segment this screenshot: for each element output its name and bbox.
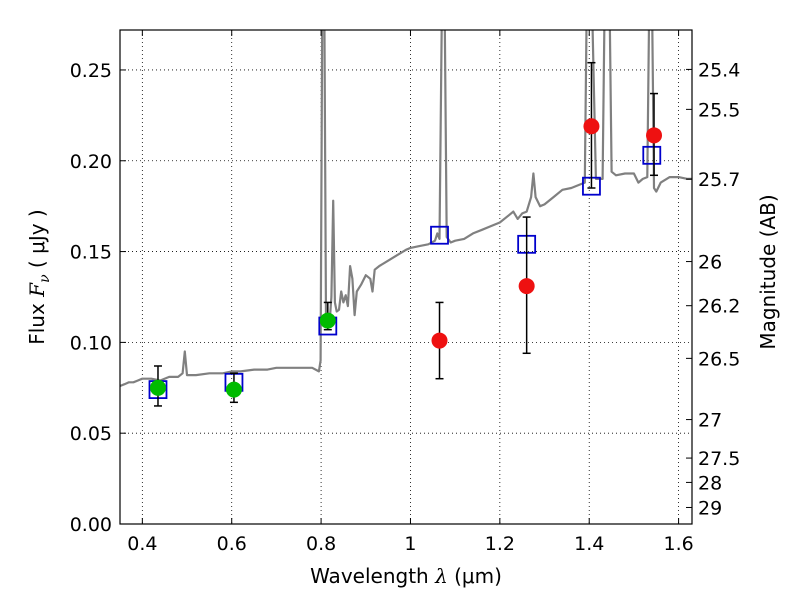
y-tick-label: 0.20 (70, 151, 112, 173)
y-tick-label: 0.15 (70, 242, 112, 264)
mag-tick-label: 26 (698, 252, 722, 274)
mag-tick-label: 27.5 (698, 448, 740, 470)
x-tick-labels: 0.4 0.6 0.8 1 1.2 1.4 1.6 (127, 533, 693, 555)
model-point-square (430, 225, 449, 245)
y-tick-label: 0.10 (70, 332, 112, 354)
mag-tick-label: 26.5 (698, 348, 740, 370)
model-point-square (642, 145, 662, 165)
y2-axis-label: Magnitude (AB) (756, 194, 780, 349)
y-tick-labels: 0.00 0.05 0.10 0.15 0.20 0.25 (70, 60, 112, 536)
mag-tick-label: 25.5 (698, 99, 740, 121)
observed-point (518, 278, 535, 295)
mag-tick-label: 27 (698, 410, 722, 432)
y-tick-label: 0.25 (70, 60, 112, 82)
model-spectrum-line (120, 30, 692, 388)
x-tick-label: 1.2 (485, 533, 515, 555)
x-tick-label: 0.6 (217, 533, 247, 555)
mag-tick-label: 25.4 (698, 59, 740, 81)
y-tick-label: 0.00 (70, 514, 112, 536)
y-axis-label: Flux Fν ( μJy ) (25, 209, 53, 345)
x-tick-label: 0.8 (306, 533, 336, 555)
x-tick-label: 0.4 (127, 533, 157, 555)
mag-tick-label: 26.2 (698, 296, 740, 318)
observed-point (583, 118, 600, 135)
observed-point (646, 127, 663, 144)
observed-points (149, 118, 663, 398)
observed-point (225, 381, 242, 398)
x-tick-label: 1 (404, 533, 416, 555)
mag-tick-label: 25.7 (698, 169, 740, 191)
observed-point (149, 379, 166, 396)
x-tick-label: 1.6 (663, 533, 693, 555)
magnitude-tick-labels: 25.4 25.5 25.7 26 26.2 26.5 27 27.528 29 (698, 59, 740, 519)
y-tick-label: 0.05 (70, 423, 112, 445)
spectrum-layer (120, 30, 692, 388)
observed-point (431, 332, 448, 349)
plot-frame (119, 29, 693, 525)
x-tick-label: 1.4 (574, 533, 604, 555)
observed-point (319, 312, 336, 329)
x-axis-label: Wavelength λ (μm) (310, 564, 502, 588)
axis-ticks (120, 30, 692, 525)
mag-tick-label: 28 (698, 472, 722, 494)
mag-tick-label: 29 (698, 497, 722, 519)
